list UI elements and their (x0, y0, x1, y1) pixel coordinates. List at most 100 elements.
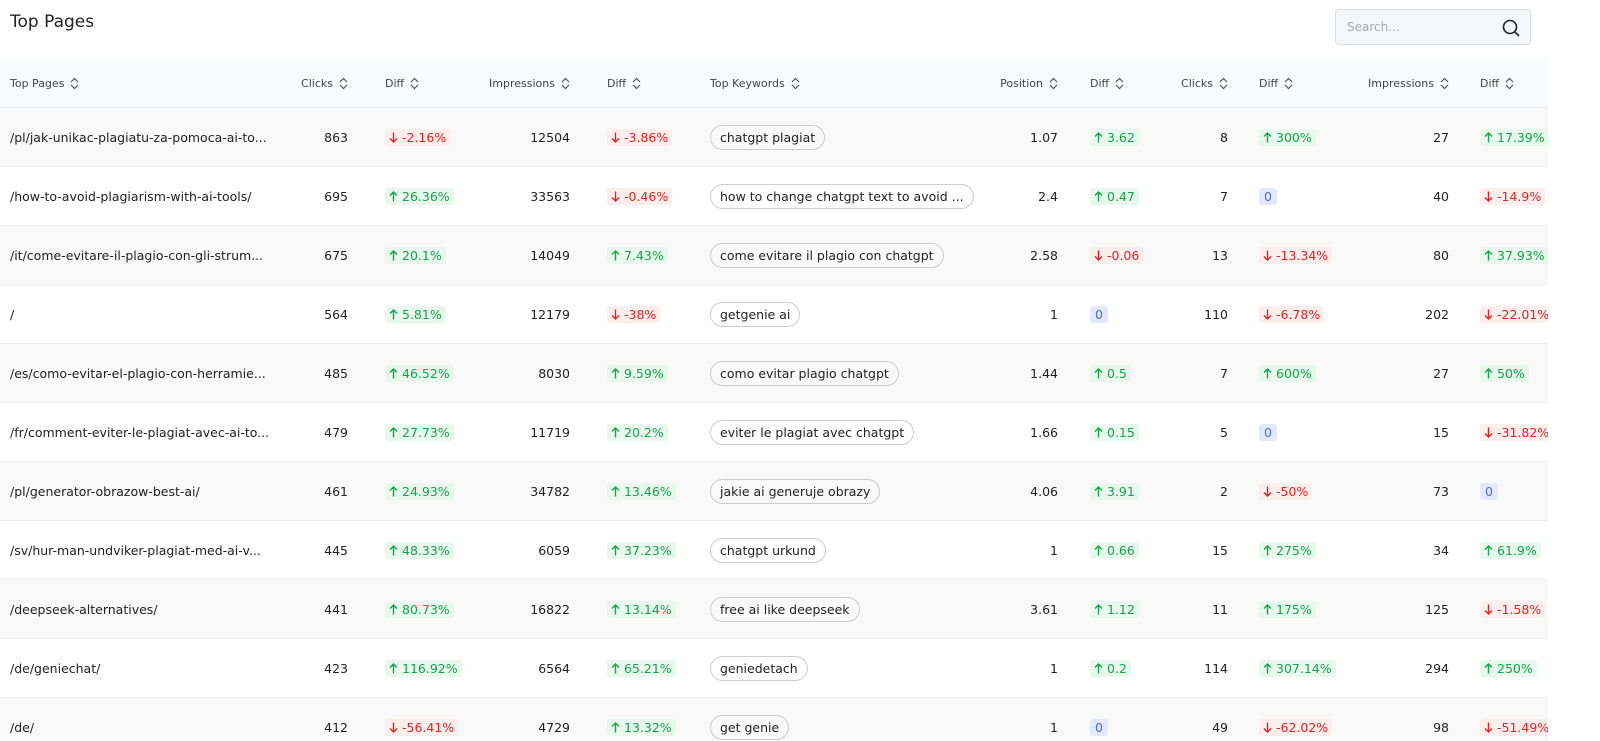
table-cell: 564 (290, 285, 348, 343)
cell-number: 1 (1050, 542, 1058, 558)
table-cell: 9.59% (607, 344, 697, 402)
column-header[interactable]: Top Keywords (710, 60, 980, 107)
page-path[interactable]: /how-to-avoid-plagiarism-with-ai-tools/ (10, 188, 252, 204)
arrow-up (389, 603, 398, 614)
cell-number: 80 (1433, 247, 1449, 263)
diff-badge: -3.86% (607, 128, 673, 146)
diff-value: 0 (1485, 483, 1493, 499)
diff-value: 307.14% (1276, 660, 1332, 676)
arrow-up (1484, 131, 1493, 142)
table-cell: 17.39% (1480, 108, 1548, 166)
page-path[interactable]: /es/como-evitar-el-plagio-con-herramie..… (10, 365, 266, 381)
table-cell: 110 (1170, 285, 1228, 343)
table-cell: 13.14% (607, 580, 697, 638)
diff-value: 13.14% (624, 601, 672, 617)
diff-badge: 0 (1480, 482, 1498, 500)
diff-value: 26.36% (402, 188, 450, 204)
arrow-up (1094, 662, 1103, 673)
column-header[interactable]: Clicks (290, 60, 348, 107)
table-cell: 1.44 (990, 344, 1058, 402)
table-cell: 15 (1170, 521, 1228, 579)
sort-icon (410, 77, 419, 90)
table-cell: 0 (1090, 285, 1170, 343)
diff-badge: 275% (1259, 541, 1316, 559)
table-cell: 307.14% (1259, 639, 1359, 697)
column-header[interactable]: Diff (1090, 60, 1170, 107)
column-header[interactable]: Diff (1480, 60, 1548, 107)
column-label: Clicks (1181, 77, 1213, 90)
table-cell: 412 (290, 698, 348, 741)
diff-value: -3.86% (624, 129, 669, 145)
arrow-down (1263, 486, 1272, 497)
column-header[interactable]: Diff (385, 60, 475, 107)
page-path[interactable]: /deepseek-alternatives/ (10, 601, 158, 617)
column-label: Top Pages (10, 77, 65, 90)
table-cell: 1.12 (1090, 580, 1170, 638)
table-cell: 6059 (480, 521, 570, 579)
column-header[interactable]: Top Pages (10, 60, 280, 107)
page-path[interactable]: /pl/generator-obrazow-best-ai/ (10, 483, 200, 499)
table-row: /pl/generator-obrazow-best-ai/461 24.93% 3… (0, 462, 1548, 521)
diff-badge: 37.23% (607, 541, 676, 559)
table-cell: 125 (1360, 580, 1449, 638)
table-cell: -38% (607, 285, 697, 343)
page-path[interactable]: /sv/hur-man-undviker-plagiat-med-ai-v... (10, 542, 261, 558)
search-box[interactable]: Search... (1335, 9, 1531, 45)
sort-icon (561, 77, 570, 90)
cell-number: 2 (1220, 483, 1228, 499)
table-cell: /fr/comment-eviter-le-plagiat-avec-ai-to… (10, 403, 280, 461)
diff-badge: 0.66 (1090, 541, 1139, 559)
keyword-pill: chatgpt plagiat (710, 124, 826, 150)
arrow-down (1263, 309, 1272, 320)
column-header[interactable]: Diff (607, 60, 697, 107)
diff-value: -1.58% (1497, 601, 1542, 617)
diff-badge: -13.34% (1259, 246, 1333, 264)
column-header[interactable]: Impressions (1360, 60, 1449, 107)
diff-value: -2.16% (402, 129, 447, 145)
panel: Top Pages Search... Top Pages Clicks Diff I… (0, 9, 1548, 741)
column-header[interactable]: Impressions (480, 60, 570, 107)
diff-badge: 37.93% (1480, 246, 1548, 264)
table-cell: /how-to-avoid-plagiarism-with-ai-tools/ (10, 167, 280, 225)
page-path[interactable]: /de/geniechat/ (10, 660, 101, 676)
diff-value: -0.06 (1107, 247, 1140, 263)
table-row: /fr/comment-eviter-le-plagiat-avec-ai-to… (0, 403, 1548, 462)
table-cell: 13.32% (607, 698, 697, 741)
table-cell: 37.93% (1480, 226, 1548, 284)
page-path[interactable]: / (10, 306, 15, 322)
sort-icon (791, 77, 800, 90)
table-cell: /pl/jak-unikac-plagiatu-za-pomoca-ai-to.… (10, 108, 280, 166)
column-label: Position (1000, 77, 1043, 90)
arrow-up (611, 367, 620, 378)
table-cell: 0.2 (1090, 639, 1170, 697)
diff-badge: 17.39% (1480, 128, 1548, 146)
table-cell: -31.82% (1480, 403, 1548, 461)
page-path[interactable]: /de/ (10, 719, 35, 735)
arrow-up (611, 603, 620, 614)
page-path[interactable]: /it/come-evitare-il-plagio-con-gli-strum… (10, 247, 264, 263)
table-cell: 675 (290, 226, 348, 284)
column-label: Diff (385, 77, 405, 90)
table-cell: -22.01% (1480, 285, 1548, 343)
table-cell: 1 (990, 698, 1058, 741)
arrow-down (611, 132, 620, 143)
table-cell: 0 (1259, 167, 1359, 225)
cell-number: 461 (324, 483, 348, 499)
table-cell: 0 (1090, 698, 1170, 741)
page-path[interactable]: /pl/jak-unikac-plagiatu-za-pomoca-ai-to.… (10, 129, 267, 145)
column-header[interactable]: Position (990, 60, 1058, 107)
cell-number: 6564 (538, 660, 570, 676)
table-cell: -0.46% (607, 167, 697, 225)
arrow-up (389, 544, 398, 555)
page-path[interactable]: /fr/comment-eviter-le-plagiat-avec-ai-to… (10, 424, 270, 440)
cell-number: 4729 (538, 719, 570, 735)
diff-value: -51.49% (1497, 719, 1548, 735)
column-header[interactable]: Clicks (1170, 60, 1228, 107)
diff-badge: 13.46% (607, 482, 676, 500)
column-header[interactable]: Diff (1259, 60, 1359, 107)
table-row: /es/como-evitar-el-plagio-con-herramie..… (0, 344, 1548, 403)
diff-badge: 307.14% (1259, 659, 1336, 677)
diff-value: 37.93% (1497, 247, 1545, 263)
table-cell: get genie (710, 698, 980, 741)
table-cell: chatgpt urkund (710, 521, 980, 579)
